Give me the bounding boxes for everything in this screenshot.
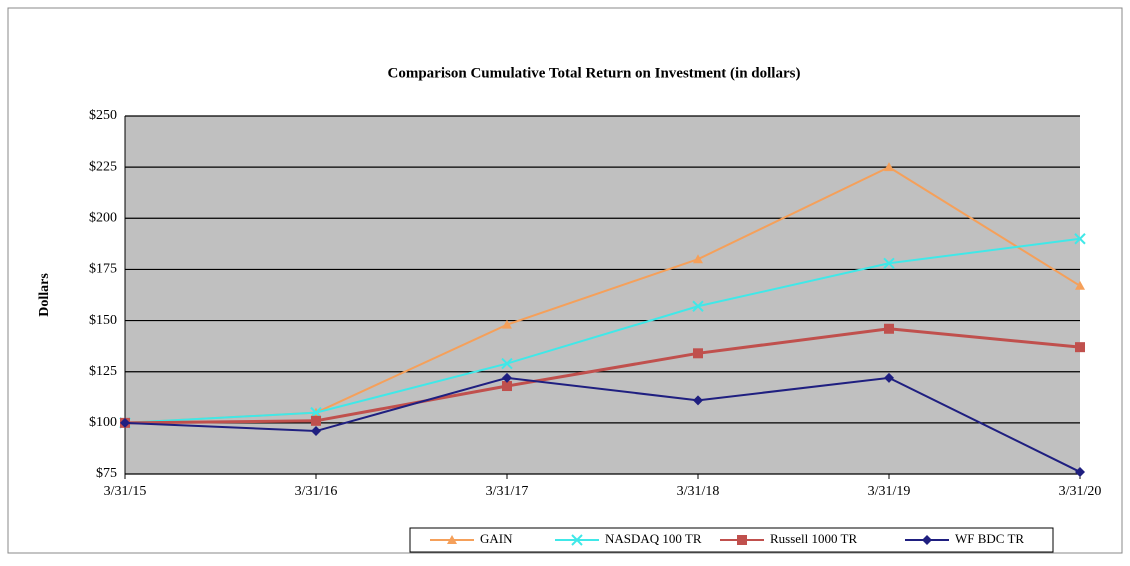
marker (502, 381, 512, 392)
x-tick-label: 3/31/16 (295, 484, 338, 499)
marker (884, 323, 894, 334)
x-tick-label: 3/31/19 (868, 484, 911, 499)
marker (311, 415, 321, 426)
marker (447, 535, 457, 544)
marker (693, 395, 703, 406)
marker (501, 357, 513, 370)
series-line (124, 237, 1081, 424)
series-line (124, 327, 1081, 425)
y-tick-label: $75 (96, 466, 117, 481)
y-tick-label: $175 (89, 262, 117, 277)
legend-label: GAIN (480, 531, 513, 546)
marker (311, 426, 321, 437)
x-tick-label: 3/31/17 (486, 484, 529, 499)
marker (693, 254, 703, 264)
x-tick-label: 3/31/20 (1059, 484, 1102, 499)
y-tick-label: $200 (89, 211, 117, 226)
marker (884, 162, 894, 172)
series-line (124, 376, 1081, 473)
y-tick-label: $125 (89, 364, 117, 379)
y-tick-label: $250 (89, 108, 117, 123)
y-tick-label: $150 (89, 313, 117, 328)
marker (1075, 280, 1085, 290)
marker (502, 372, 512, 383)
marker (883, 257, 895, 269)
marker (1074, 233, 1086, 245)
legend-label: WF BDC TR (955, 531, 1024, 546)
legend-label: NASDAQ 100 TR (605, 531, 702, 546)
marker (922, 535, 932, 545)
marker (692, 300, 704, 312)
marker (120, 417, 130, 428)
marker (737, 535, 747, 545)
marker (502, 319, 512, 329)
chart-title: Comparison Cumulative Total Return on In… (388, 65, 801, 81)
marker (571, 534, 583, 546)
y-tick-label: $100 (89, 415, 117, 430)
legend-label: Russell 1000 TR (770, 531, 857, 546)
marker (1075, 466, 1085, 477)
y-axis-label: Dollars (37, 273, 52, 317)
y-tick-label: $225 (89, 159, 117, 174)
marker (884, 372, 894, 383)
x-tick-label: 3/31/18 (677, 484, 720, 499)
x-tick-label: 3/31/15 (104, 484, 147, 499)
marker (1075, 342, 1085, 353)
marker (693, 348, 703, 359)
